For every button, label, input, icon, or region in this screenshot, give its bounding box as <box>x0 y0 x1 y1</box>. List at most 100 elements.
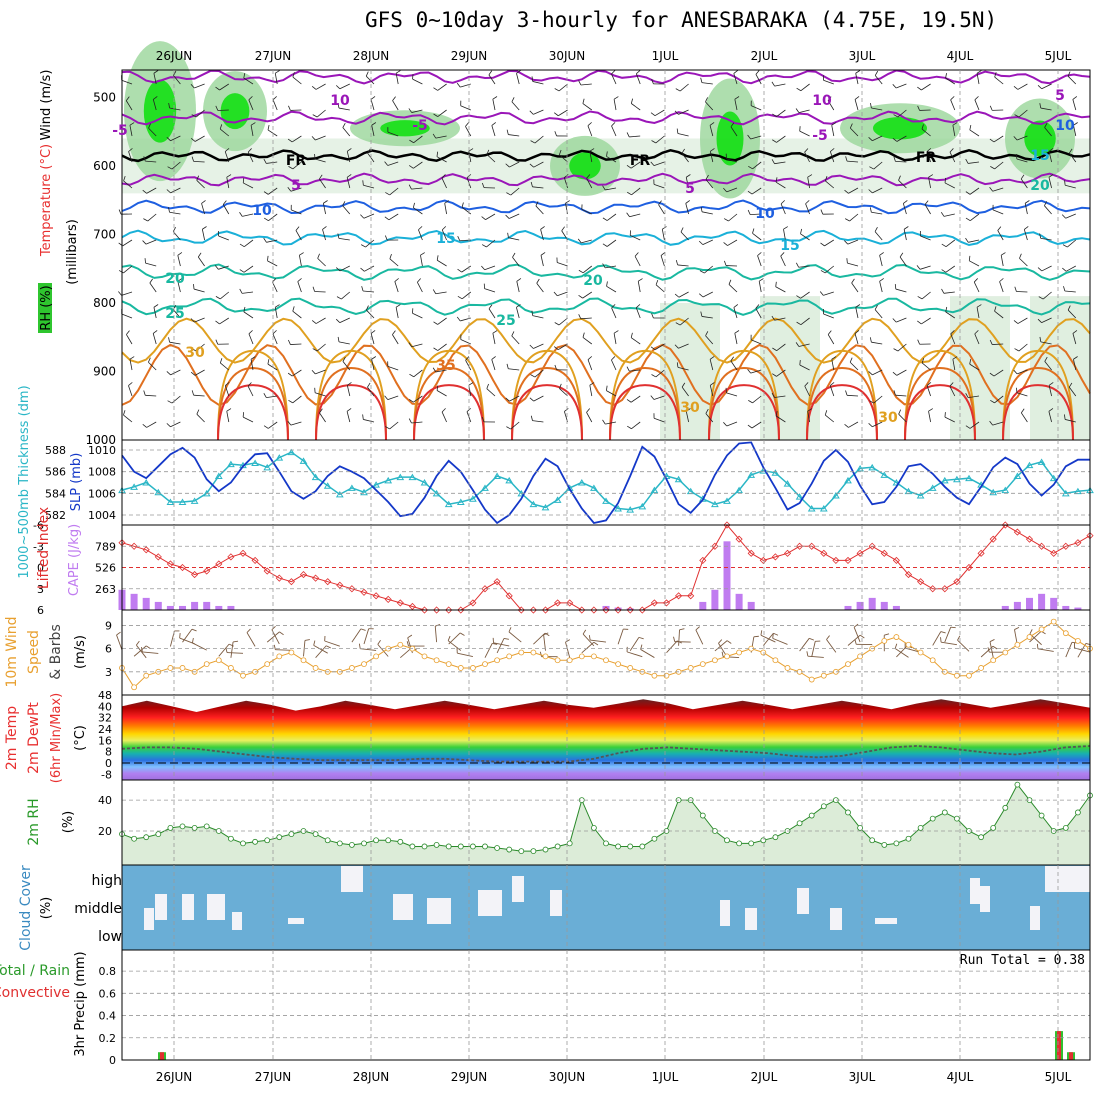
wind10-barb <box>695 629 704 645</box>
wind-barb-flag <box>733 304 739 308</box>
wind-barb <box>831 359 835 371</box>
rh2m-point <box>736 840 742 847</box>
wind-barb-flag <box>123 176 126 182</box>
rh2m-point <box>1002 804 1009 811</box>
wind-barb-flag <box>1014 286 1017 292</box>
cloud-block <box>207 894 225 920</box>
wind-barb-flag <box>222 200 227 205</box>
wind-barb-flag <box>874 70 879 76</box>
wind-barb-flag <box>926 148 932 152</box>
lifted-index-point <box>614 606 622 614</box>
wind-barb <box>631 421 641 430</box>
lifted-index-point <box>687 592 695 600</box>
wind10-axis-label: 10m Wind <box>4 616 20 687</box>
wind-barb-flag <box>335 267 341 272</box>
pressure-tick: 500 <box>93 90 116 104</box>
wind-barb-flag <box>928 408 933 412</box>
wind10-speed-point <box>276 653 283 660</box>
wind-barb-flag <box>337 233 340 239</box>
date-label-bottom: 2JUL <box>751 1070 778 1084</box>
lifted-index-point <box>457 606 465 614</box>
wind-barb <box>685 177 689 189</box>
wind-barb-flag <box>825 176 828 182</box>
wind-barb <box>411 343 423 348</box>
wind-barb-flag <box>602 217 608 221</box>
wind10-barb-flag <box>718 639 723 644</box>
rh2m-point <box>1062 825 1069 831</box>
wind-barb <box>897 343 907 352</box>
wind-barb-flag <box>602 263 606 269</box>
wind-barb <box>412 78 423 85</box>
wind10-barb-flag <box>191 628 197 632</box>
wind10-speed-point <box>1038 626 1045 633</box>
lifted-index-point <box>578 606 586 614</box>
wind-barb <box>365 75 375 85</box>
rh-saturated-area <box>220 93 250 130</box>
wind-barb <box>413 161 423 169</box>
wind10-speed-point <box>978 665 984 671</box>
wind-barb <box>492 99 496 111</box>
wind10-speed-point <box>469 665 476 671</box>
wind10-barb-flag <box>304 639 310 641</box>
wind-barb-flag <box>582 332 585 338</box>
wind-barb-flag <box>733 70 738 74</box>
rh2m-point <box>808 812 815 819</box>
wind-barb-flag <box>554 322 560 326</box>
isotherm-line <box>121 149 1091 163</box>
wind-barb-flag <box>433 347 438 351</box>
wind-barb-flag <box>250 356 256 360</box>
wind-barb <box>148 361 157 371</box>
thickness-point <box>940 476 949 484</box>
wind-barb-flag <box>626 399 632 403</box>
precip-run-total: Run Total = 0.38 <box>960 953 1085 968</box>
thickness-point <box>674 475 683 483</box>
wind-barb-flag <box>457 295 463 300</box>
wind-barb <box>314 291 326 293</box>
wind-barb-flag <box>530 181 533 187</box>
wind-barb <box>557 343 568 351</box>
wind-barb <box>128 151 133 163</box>
wind10-barb-flag <box>679 628 685 631</box>
wind-barb <box>146 187 157 194</box>
wind10-speed-point <box>845 661 851 667</box>
wind-barb-flag <box>553 346 559 350</box>
wind-barb <box>874 231 883 241</box>
wind-barb <box>896 317 907 323</box>
wind-barb <box>733 307 738 319</box>
wind-barb <box>126 334 133 345</box>
wind-barb-flag <box>342 356 346 362</box>
wind10-barb-flag <box>673 636 676 642</box>
wind-barb <box>751 421 762 429</box>
thickness-point <box>844 476 852 484</box>
wind10-speed-label: Speed <box>26 630 42 674</box>
rh-saturated-area <box>380 120 430 137</box>
wind-barb <box>776 343 786 351</box>
wind10-barb <box>226 652 244 654</box>
li-tick: -6 <box>33 519 44 532</box>
wind-barb-flag <box>506 129 509 135</box>
wind-barb-flag <box>172 227 177 232</box>
wind-barb-flag <box>166 189 171 194</box>
rh2m-point <box>433 842 440 848</box>
rh2m-point <box>1038 812 1045 819</box>
wind-barb <box>193 288 205 293</box>
lifted-index-point <box>977 549 985 557</box>
wind-axis-label: Wind (m/s) <box>39 70 54 141</box>
wind-barb <box>170 135 181 142</box>
wind10-tick: 3 <box>105 666 112 679</box>
lifted-index-point <box>892 556 900 564</box>
wind-barb <box>169 341 181 345</box>
rh2m-point <box>167 825 174 831</box>
wind-barb-flag <box>846 258 848 264</box>
wind-barb-flag <box>849 123 853 129</box>
li-tick: 0 <box>37 562 44 575</box>
wind-barb-flag <box>361 286 364 292</box>
wind-barb <box>243 77 254 85</box>
wind-barb-flag <box>844 218 850 222</box>
thickness-point <box>469 495 477 502</box>
contour-label: 10 <box>252 203 272 219</box>
wind-barb <box>220 362 230 371</box>
wind-barb-flag <box>312 286 315 292</box>
wind10-speed-point <box>288 649 295 656</box>
wind-barb <box>559 154 568 163</box>
